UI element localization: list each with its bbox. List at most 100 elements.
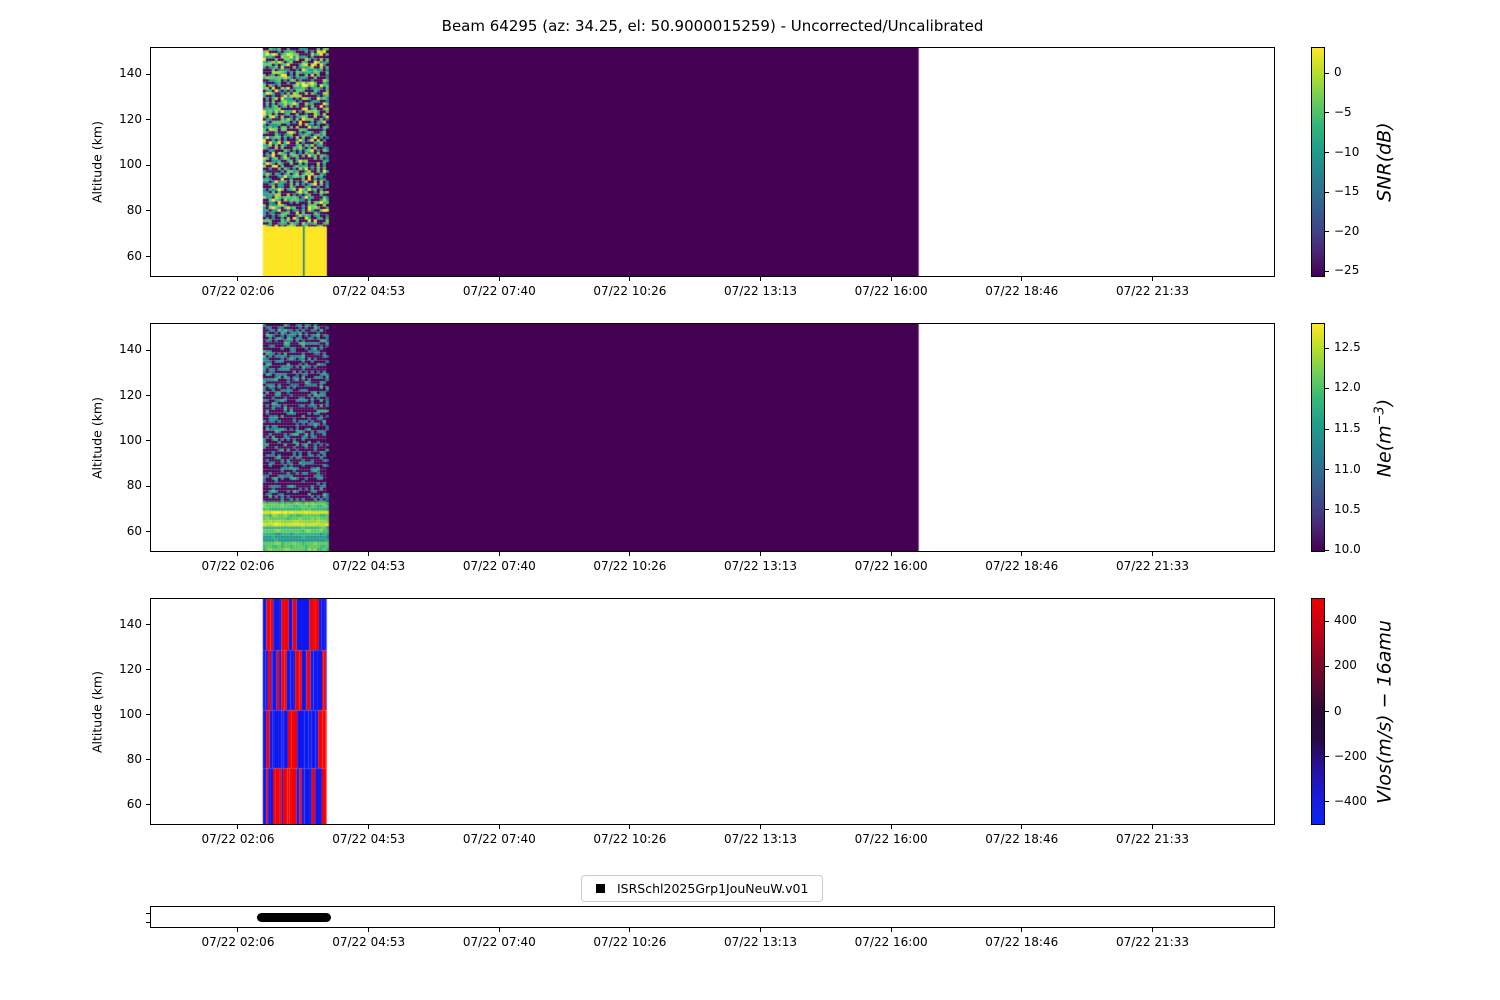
timeline-x-tick-label: 07/22 21:33 <box>1115 935 1189 949</box>
x-tick-label: 07/22 16:00 <box>854 832 928 846</box>
x-tick-mark <box>368 552 370 556</box>
y-tick-mark <box>146 73 150 75</box>
x-tick-label: 07/22 02:06 <box>201 832 275 846</box>
y-tick-mark <box>146 395 150 397</box>
colorbar-tick-mark <box>1325 387 1329 389</box>
colorbar-tick-label: −10 <box>1334 144 1360 159</box>
timeline-x-tick-mark <box>368 928 370 932</box>
colorbar-tick-mark <box>1325 231 1329 233</box>
y-tick-mark <box>146 714 150 716</box>
colorbar-tick-mark <box>1325 469 1329 471</box>
y-tick-mark <box>146 485 150 487</box>
y-tick-mark <box>146 669 150 671</box>
x-tick-mark <box>760 825 762 829</box>
colorbar-tick-mark <box>1325 112 1329 114</box>
colorbar-tick-label: 12.5 <box>1334 340 1361 355</box>
y-tick-mark <box>146 164 150 166</box>
x-tick-label: 07/22 10:26 <box>593 832 667 846</box>
legend-square-marker-icon <box>596 884 605 893</box>
x-tick-mark <box>498 552 500 556</box>
colorbar-tick-mark <box>1325 756 1329 758</box>
y-tick-label: 120 <box>119 111 142 126</box>
colorbar-tick-mark <box>1325 801 1329 803</box>
y-tick-mark <box>146 440 150 442</box>
y-tick-label: 140 <box>119 66 142 81</box>
colorbar-tick-label: 10.0 <box>1334 542 1361 557</box>
vlos-heatmap-panel <box>150 598 1275 825</box>
x-tick-mark <box>1151 277 1153 281</box>
timeline-y-tick-mark <box>146 912 150 914</box>
colorbar-tick-label: 11.5 <box>1334 421 1361 436</box>
x-tick-label: 07/22 07:40 <box>462 284 536 298</box>
legend: ISRSchl2025Grp1JouNeuW.v01 <box>581 875 824 902</box>
x-tick-mark <box>890 825 892 829</box>
y-tick-label: 80 <box>126 202 142 217</box>
x-tick-mark <box>368 825 370 829</box>
y-tick-mark <box>146 349 150 351</box>
x-tick-label: 07/22 21:33 <box>1115 559 1189 573</box>
y-tick-label: 60 <box>126 523 142 538</box>
y-tick-mark <box>146 759 150 761</box>
x-tick-mark <box>760 277 762 281</box>
x-tick-label: 07/22 18:46 <box>985 284 1059 298</box>
colorbar-tick-label: 0 <box>1334 703 1342 718</box>
timeline-x-tick-mark <box>1151 928 1153 932</box>
colorbar-tick-mark <box>1325 72 1329 74</box>
x-tick-mark <box>498 277 500 281</box>
colorbar-tick-mark <box>1325 665 1329 667</box>
x-tick-label: 07/22 02:06 <box>201 284 275 298</box>
y-tick-label: 140 <box>119 342 142 357</box>
x-tick-label: 07/22 16:00 <box>854 559 928 573</box>
x-tick-mark <box>1151 825 1153 829</box>
timeline-x-tick-label: 07/22 02:06 <box>201 935 275 949</box>
y-tick-mark <box>146 531 150 533</box>
x-tick-mark <box>368 277 370 281</box>
timeline-x-tick-label: 07/22 10:26 <box>593 935 667 949</box>
x-tick-mark <box>890 552 892 556</box>
ne-colorbar-label-suffix: ) <box>1373 398 1396 406</box>
timeline-x-tick-mark <box>237 928 239 932</box>
x-tick-label: 07/22 21:33 <box>1115 284 1189 298</box>
timeline-x-tick-label: 07/22 13:13 <box>724 935 798 949</box>
y-tick-mark <box>146 119 150 121</box>
x-tick-mark <box>1151 552 1153 556</box>
y-tick-label: 100 <box>119 706 142 721</box>
y-tick-mark <box>146 804 150 806</box>
y-tick-label: 80 <box>126 478 142 493</box>
ne-heatmap-canvas <box>151 324 1274 551</box>
x-tick-label: 07/22 13:13 <box>724 284 798 298</box>
x-tick-mark <box>237 825 239 829</box>
colorbar-tick-mark <box>1325 549 1329 551</box>
colorbar-tick-label: −200 <box>1334 748 1367 763</box>
y-tick-mark <box>146 624 150 626</box>
x-tick-label: 07/22 04:53 <box>332 284 406 298</box>
colorbar-tick-mark <box>1325 270 1329 272</box>
colorbar-tick-mark <box>1325 191 1329 193</box>
timeline-x-tick-label: 07/22 07:40 <box>462 935 536 949</box>
x-tick-mark <box>629 825 631 829</box>
data-coverage-bar <box>257 912 331 922</box>
colorbar-tick-label: −400 <box>1334 793 1367 808</box>
y-tick-label: 100 <box>119 432 142 447</box>
x-tick-mark <box>498 825 500 829</box>
x-tick-mark <box>890 277 892 281</box>
colorbar-tick-mark <box>1325 509 1329 511</box>
x-tick-label: 07/22 16:00 <box>854 284 928 298</box>
timeline-y-tick-mark <box>146 921 150 923</box>
timeline-x-tick-mark <box>760 928 762 932</box>
snr-heatmap-canvas <box>151 48 1274 276</box>
x-tick-label: 07/22 04:53 <box>332 832 406 846</box>
x-tick-mark <box>629 552 631 556</box>
colorbar-tick-label: 400 <box>1334 613 1357 628</box>
colorbar-tick-label: −5 <box>1334 104 1352 119</box>
snr-heatmap-panel <box>150 47 1275 277</box>
colorbar-tick-mark <box>1325 711 1329 712</box>
colorbar-tick-label: 11.0 <box>1334 461 1361 476</box>
x-tick-label: 07/22 07:40 <box>462 832 536 846</box>
y-tick-label: 80 <box>126 751 142 766</box>
timeline-x-tick-label: 07/22 16:00 <box>854 935 928 949</box>
y-tick-label: 120 <box>119 387 142 402</box>
x-tick-mark <box>1021 277 1023 281</box>
x-tick-label: 07/22 10:26 <box>593 284 667 298</box>
